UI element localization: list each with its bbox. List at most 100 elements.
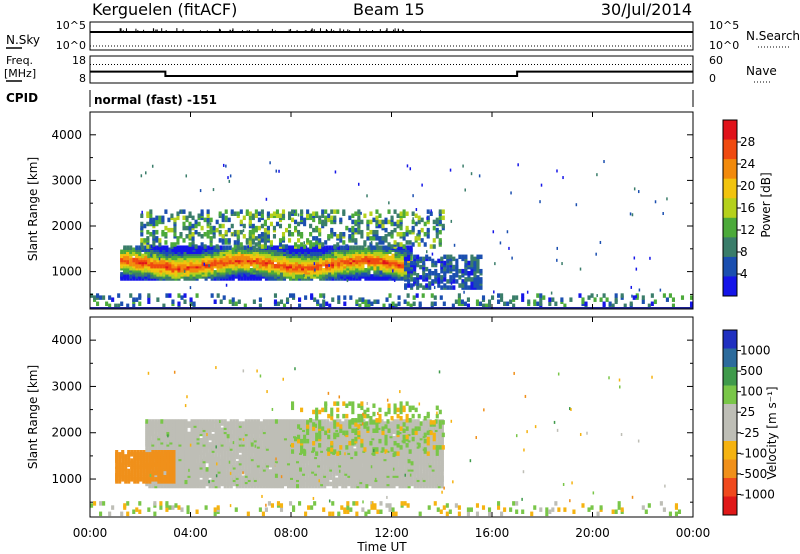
power-cell xyxy=(366,236,370,241)
power-cell xyxy=(479,277,483,282)
power-cell xyxy=(300,215,304,221)
power-cell xyxy=(309,244,313,249)
velocity-cell xyxy=(214,454,218,460)
power-cell xyxy=(183,276,187,281)
power-cell xyxy=(146,211,150,216)
velocity-cell xyxy=(289,469,294,474)
power-cell xyxy=(237,251,241,257)
power-speck xyxy=(449,168,452,172)
power-cell xyxy=(164,231,168,237)
power-cell xyxy=(153,253,157,259)
velocity-cell xyxy=(280,456,285,462)
power-cell xyxy=(452,256,456,262)
power-cell xyxy=(182,238,186,243)
velocity-cell xyxy=(184,431,188,437)
power-cell xyxy=(224,209,228,214)
power-cell xyxy=(419,283,423,288)
velocity-cell xyxy=(151,431,155,437)
power-cell xyxy=(587,295,591,300)
velocity-cell xyxy=(274,419,279,424)
power-cell xyxy=(689,301,694,307)
power-cell xyxy=(144,255,148,261)
power-cell xyxy=(385,245,389,250)
power-speck xyxy=(412,194,414,198)
power-cell xyxy=(641,295,645,300)
power-cell xyxy=(416,254,420,260)
power-speck xyxy=(366,194,368,198)
power-speck xyxy=(346,279,349,283)
velocity-cell xyxy=(145,448,149,453)
nsearch-label: N.Search xyxy=(746,29,800,43)
power-speck xyxy=(453,243,456,247)
power-cell xyxy=(433,301,437,307)
power-cell xyxy=(209,217,213,223)
power-speck xyxy=(275,169,278,173)
power-cell xyxy=(340,253,344,259)
power-cell xyxy=(292,293,296,298)
power-cell xyxy=(327,234,331,239)
power-speck xyxy=(635,267,638,271)
power-cell xyxy=(396,231,400,237)
power-cell xyxy=(260,231,264,237)
colorbar-swatch xyxy=(723,256,737,277)
power-cell xyxy=(650,293,654,298)
velocity-cell xyxy=(296,467,300,472)
power-cell xyxy=(393,227,397,233)
velocity-cell xyxy=(302,431,306,437)
velocity-cell xyxy=(280,462,285,468)
power-cell xyxy=(254,209,258,214)
power-cell xyxy=(309,223,313,229)
power-cell xyxy=(375,234,379,239)
power-speck xyxy=(229,174,232,178)
power-cell xyxy=(464,262,468,268)
power-cell xyxy=(237,263,241,269)
power-speck xyxy=(464,188,466,192)
power-cell xyxy=(167,227,171,233)
power-cell xyxy=(396,242,400,247)
power-speck xyxy=(511,256,513,260)
power-cell xyxy=(258,297,262,302)
velocity-cell xyxy=(320,429,324,435)
power-cell xyxy=(370,274,374,279)
power-cell xyxy=(147,293,151,298)
power-cell xyxy=(357,215,361,221)
velocity-cell xyxy=(268,419,272,424)
power-cell xyxy=(381,219,385,225)
power-cell xyxy=(366,231,370,237)
power-cell xyxy=(378,223,382,229)
power-cell xyxy=(461,254,465,260)
power-cell xyxy=(156,297,160,302)
power-cell xyxy=(135,245,139,250)
power-speck xyxy=(633,256,636,260)
power-cell xyxy=(336,242,340,247)
power-cell xyxy=(407,254,411,260)
velocity-cell xyxy=(302,419,306,424)
power-speck xyxy=(409,167,412,171)
power-cell xyxy=(487,303,492,309)
power-cell xyxy=(206,217,210,223)
velocity-cell xyxy=(181,458,185,464)
power-cell xyxy=(378,219,382,225)
velocity-cell xyxy=(190,458,194,464)
power-cell xyxy=(281,209,286,214)
power-cell xyxy=(521,297,525,302)
power-cell xyxy=(337,299,341,304)
power-cell xyxy=(129,293,133,298)
power-cell xyxy=(461,268,465,274)
power-cell xyxy=(275,221,280,227)
power-cell xyxy=(449,275,453,280)
power-speck xyxy=(631,294,633,298)
power-cell xyxy=(457,297,461,302)
velocity-cell xyxy=(259,460,263,466)
power-cell xyxy=(132,257,136,263)
power-cell xyxy=(180,245,184,250)
power-cell xyxy=(506,301,510,307)
velocity-cell xyxy=(229,419,233,424)
power-cell xyxy=(227,238,231,243)
power-cell xyxy=(411,242,415,247)
velocity-cell xyxy=(205,467,209,472)
velocity-cell xyxy=(184,444,188,449)
power-cell xyxy=(407,283,411,288)
nave-label: Nave xyxy=(746,64,777,78)
power-cell xyxy=(159,245,163,250)
